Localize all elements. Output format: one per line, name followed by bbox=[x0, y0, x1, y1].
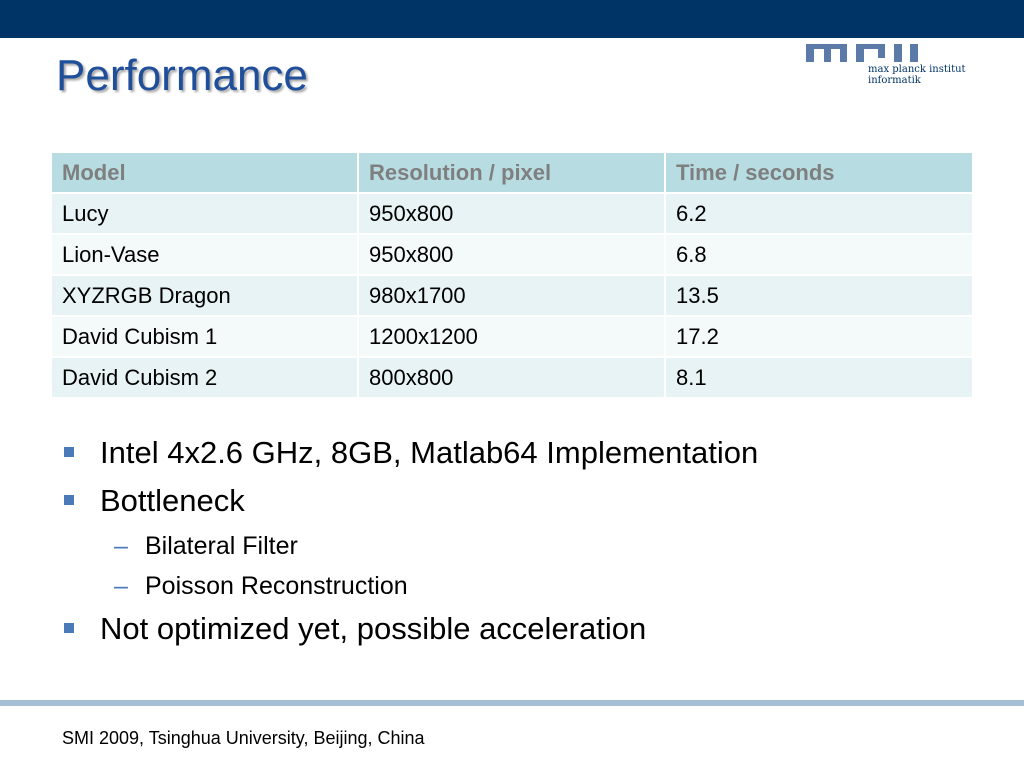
cell-model: Lion-Vase bbox=[52, 234, 359, 276]
mpi-logo: max planck institut informatik bbox=[802, 38, 966, 86]
cell-resolution: 1200x1200 bbox=[358, 316, 666, 358]
dash-bullet-icon: – bbox=[114, 572, 128, 600]
bullet-item: Not optimized yet, possible acceleration bbox=[60, 610, 1000, 648]
cell-time: 6.2 bbox=[665, 193, 972, 235]
performance-table: Model Resolution / pixel Time / seconds … bbox=[52, 153, 972, 399]
table-row: XYZRGB Dragon 980x1700 13.5 bbox=[52, 275, 972, 317]
cell-model: David Cubism 1 bbox=[52, 316, 359, 358]
mpi-logo-text: max planck institut informatik bbox=[868, 64, 966, 86]
bullet-text: Intel 4x2.6 GHz, 8GB, Matlab64 Implement… bbox=[100, 435, 759, 470]
footer-divider bbox=[0, 700, 1024, 706]
bullet-list: Intel 4x2.6 GHz, 8GB, Matlab64 Implement… bbox=[60, 434, 1000, 658]
sub-bullet-item: – Bilateral Filter bbox=[60, 530, 1000, 562]
table-row: David Cubism 2 800x800 8.1 bbox=[52, 357, 972, 399]
bullet-text: Bottleneck bbox=[100, 483, 245, 518]
cell-model: Lucy bbox=[52, 193, 359, 235]
square-bullet-icon bbox=[64, 495, 74, 505]
table-row: Lucy 950x800 6.2 bbox=[52, 193, 972, 235]
sub-bullet-item: – Poisson Reconstruction bbox=[60, 570, 1000, 602]
square-bullet-icon bbox=[64, 447, 74, 457]
cell-resolution: 950x800 bbox=[358, 193, 666, 235]
cell-model: David Cubism 2 bbox=[52, 357, 359, 399]
cell-time: 17.2 bbox=[665, 316, 972, 358]
table-row: Lion-Vase 950x800 6.8 bbox=[52, 234, 972, 276]
cell-time: 13.5 bbox=[665, 275, 972, 317]
slide-footer: SMI 2009, Tsinghua University, Beijing, … bbox=[62, 728, 425, 748]
table-row: David Cubism 1 1200x1200 17.2 bbox=[52, 316, 972, 358]
bullet-item: Bottleneck bbox=[60, 482, 1000, 520]
slide-title: Performance bbox=[56, 51, 308, 100]
column-header-model: Model bbox=[52, 153, 359, 194]
cell-resolution: 800x800 bbox=[358, 357, 666, 399]
sub-bullet-text: Poisson Reconstruction bbox=[145, 572, 408, 600]
table-header-row: Model Resolution / pixel Time / seconds bbox=[52, 153, 972, 194]
bullet-item: Intel 4x2.6 GHz, 8GB, Matlab64 Implement… bbox=[60, 434, 1000, 472]
logo-text-line2: informatik bbox=[868, 75, 921, 86]
square-bullet-icon bbox=[64, 623, 74, 633]
cell-time: 8.1 bbox=[665, 357, 972, 399]
column-header-time: Time / seconds bbox=[665, 153, 972, 194]
bullet-text: Not optimized yet, possible acceleration bbox=[100, 611, 647, 646]
top-banner bbox=[0, 0, 1024, 38]
logo-text-line1: max planck institut bbox=[868, 64, 966, 75]
cell-resolution: 950x800 bbox=[358, 234, 666, 276]
cell-model: XYZRGB Dragon bbox=[52, 275, 359, 317]
sub-bullet-text: Bilateral Filter bbox=[145, 532, 298, 560]
column-header-resolution: Resolution / pixel bbox=[358, 153, 666, 194]
mpi-logo-mark bbox=[802, 38, 952, 68]
cell-time: 6.8 bbox=[665, 234, 972, 276]
dash-bullet-icon: – bbox=[114, 532, 128, 560]
cell-resolution: 980x1700 bbox=[358, 275, 666, 317]
